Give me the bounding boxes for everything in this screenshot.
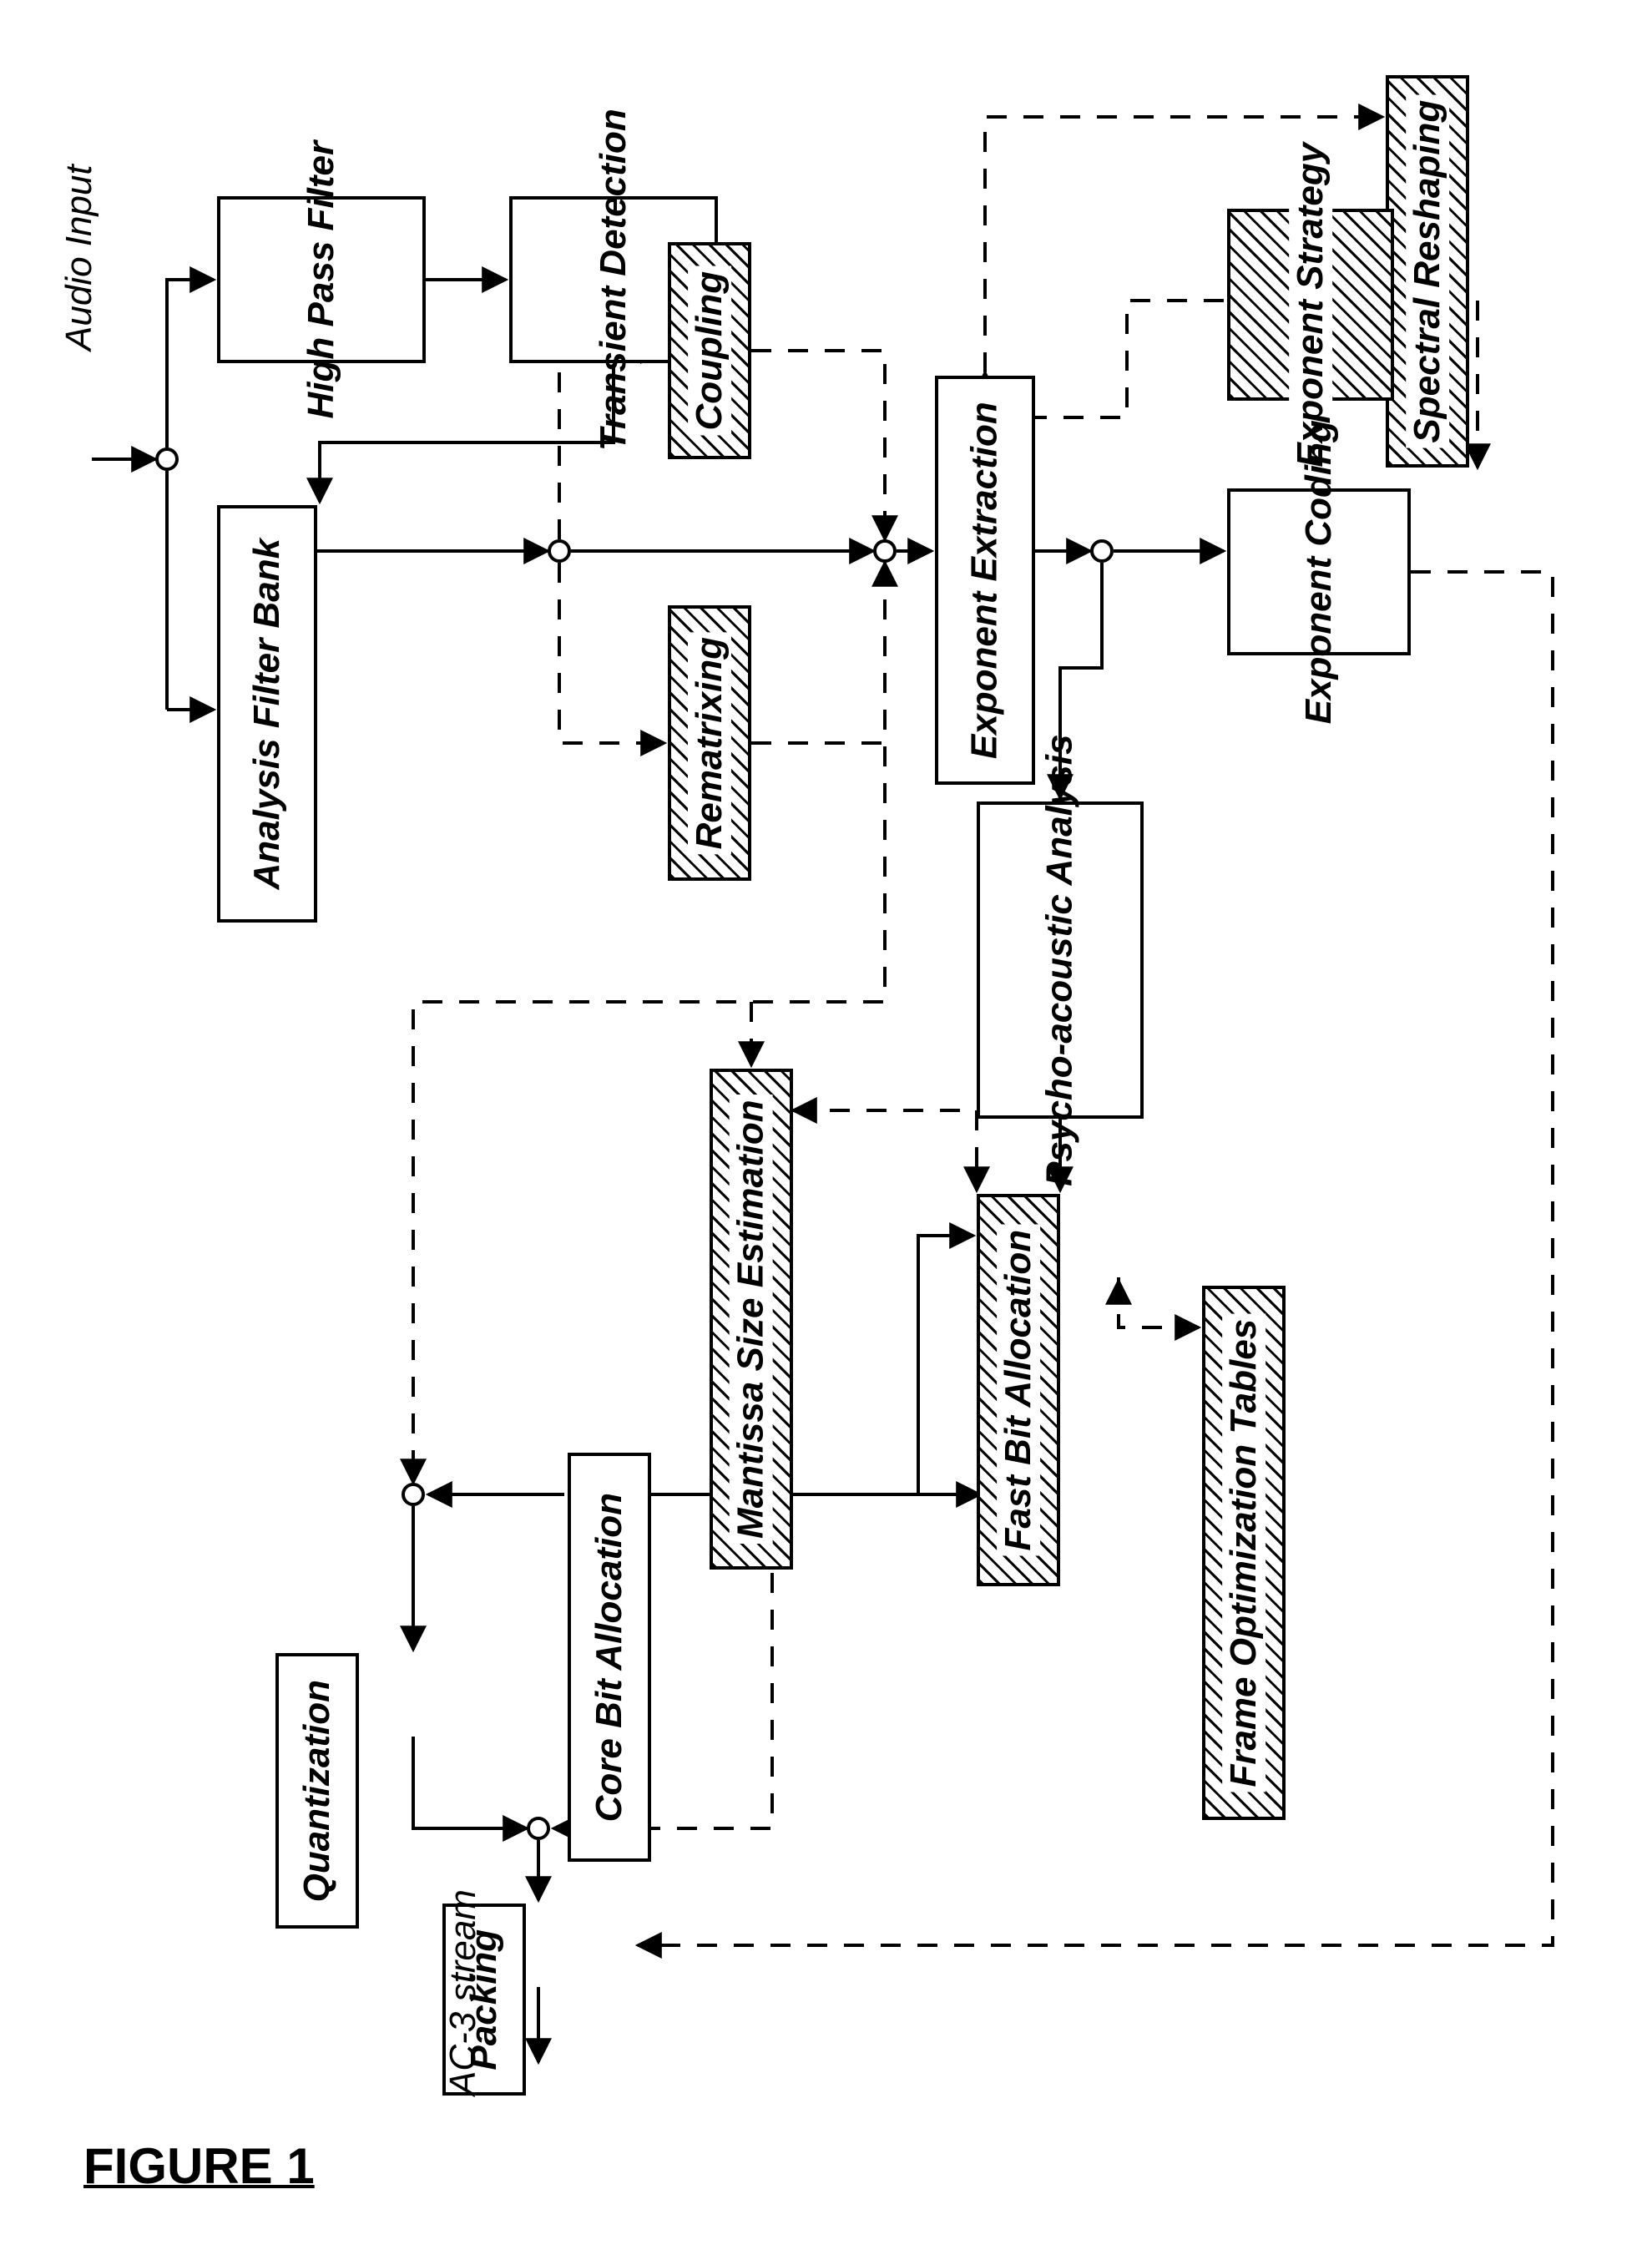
block-label: Spectral Reshaping	[1406, 95, 1449, 448]
block-label: Psycho-acoustic Analysis	[1040, 734, 1080, 1186]
block-label: Core Bit Allocation	[589, 1493, 629, 1822]
block-exponent-strategy: Exponent Strategy	[1227, 209, 1394, 401]
junction-n-ee-out	[1090, 539, 1114, 563]
diagram-canvas: High Pass Filter Transient Detection Analy…	[0, 0, 1652, 2255]
block-label: Analysis Filter Bank	[247, 538, 287, 890]
block-label: Coupling	[688, 266, 731, 436]
block-label: Frame Optimization Tables	[1222, 1314, 1266, 1792]
block-label: Rematrixing	[688, 632, 731, 854]
junction-n-ee-in	[873, 539, 897, 563]
block-label: Quantization	[297, 1680, 337, 1902]
block-label: Exponent Extraction	[965, 402, 1005, 759]
block-label: Fast Bit Allocation	[997, 1225, 1040, 1556]
block-core-bit-allocation: Core Bit Allocation	[568, 1453, 651, 1862]
block-label: Exponent Coding	[1299, 420, 1339, 724]
block-mantissa-size: Mantissa Size Estimation	[710, 1069, 793, 1570]
block-exponent-coding: Exponent Coding	[1227, 488, 1411, 655]
junction-n-quant	[402, 1483, 425, 1506]
junction-n-input	[155, 447, 179, 471]
block-spectral-reshaping: Spectral Reshaping	[1386, 75, 1469, 468]
junction-n-afb-out	[548, 539, 571, 563]
block-label: Mantissa Size Estimation	[730, 1095, 773, 1544]
output-label: AC-3 stream	[442, 1889, 484, 2096]
block-fast-bit-allocation: Fast Bit Allocation	[977, 1194, 1060, 1586]
block-frame-opt-tables: Frame Optimization Tables	[1202, 1286, 1286, 1820]
block-quantization: Quantization	[275, 1653, 359, 1929]
block-analysis-filter-bank: Analysis Filter Bank	[217, 505, 317, 923]
audio-input-label: Audio Input	[58, 164, 100, 351]
block-label: High Pass Filter	[301, 141, 341, 419]
block-exponent-extraction: Exponent Extraction	[935, 376, 1035, 785]
junction-n-pack	[527, 1817, 550, 1840]
block-label: Transient Detection	[594, 109, 634, 451]
block-coupling: Coupling	[668, 242, 751, 459]
figure-label: FIGURE 1	[83, 2137, 315, 2195]
block-psycho-acoustic: Psycho-acoustic Analysis	[977, 801, 1144, 1119]
block-high-pass-filter: High Pass Filter	[217, 196, 426, 363]
block-rematrixing: Rematrixing	[668, 605, 751, 881]
